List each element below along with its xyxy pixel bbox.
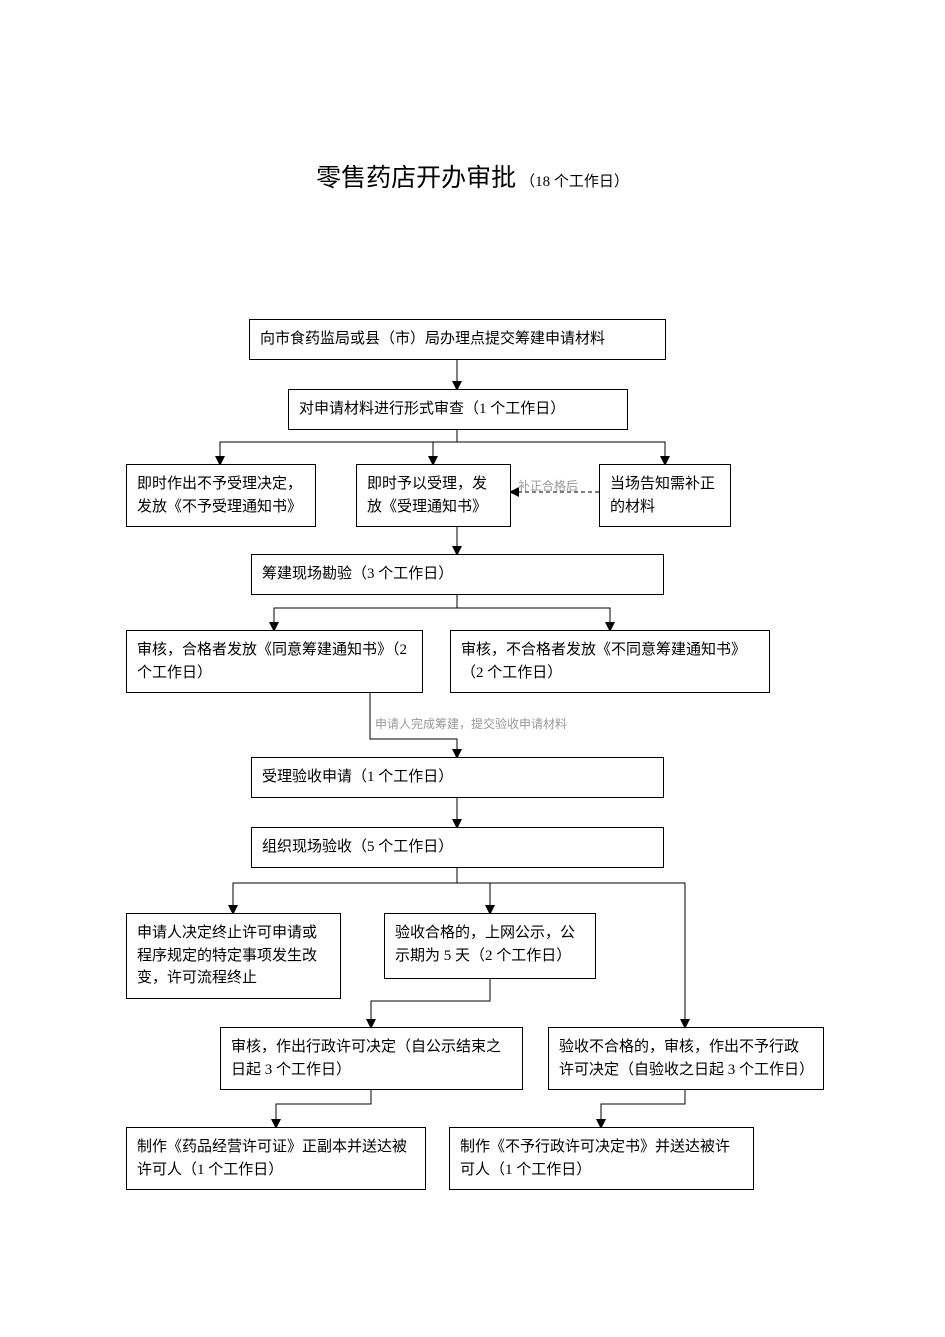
flowchart-node: 审核，不合格者发放《不同意筹建通知书》（2 个工作日） [450,630,770,693]
flowchart-edge [233,883,457,913]
flowchart-node: 验收不合格的，审核，作出不予行政许可决定（自验收之日起 3 个工作日） [548,1027,824,1090]
flowchart-node: 制作《药品经营许可证》正副本并送达被许可人（1 个工作日） [126,1127,426,1190]
flowchart-node: 审核，作出行政许可决定（自公示结束之日起 3 个工作日） [220,1027,523,1090]
flowchart-node: 申请人决定终止许可申请或程序规定的特定事项发生改变，许可流程终止 [126,913,341,999]
flowchart-node: 验收合格的，上网公示，公示期为 5 天（2 个工作日） [384,913,596,979]
flowchart-node: 组织现场验收（5 个工作日） [251,827,664,868]
flowchart-edge-label: 补正合格后 [518,477,578,494]
flowchart-edge [220,442,457,464]
flowchart-edge [371,979,490,1027]
page-title: 零售药店开办审批 （18 个工作日） [0,158,945,194]
flowchart-edge [457,883,490,913]
flowchart-edge [274,608,457,630]
title-sub: （18 个工作日） [520,174,629,190]
flowchart-node: 向市食药监局或县（市）局办理点提交筹建申请材料 [249,319,666,360]
flowchart-edge [433,442,457,464]
title-main: 零售药店开办审批 [316,165,516,192]
flowchart-node: 当场告知需补正的材料 [599,464,731,527]
flowchart-node: 审核，合格者发放《同意筹建通知书》（2个工作日） [126,630,423,693]
flowchart-node: 制作《不予行政许可决定书》并送达被许可人（1 个工作日） [449,1127,754,1190]
flowchart-edge [457,608,610,630]
flowchart-edge-label: 申请人完成筹建，提交验收申请材料 [375,715,567,732]
flowchart-node: 即时予以受理，发放《受理通知书》 [356,464,511,527]
flowchart-node: 筹建现场勘验（3 个工作日） [251,554,664,595]
flowchart-edge [457,442,665,464]
flowchart-node: 受理验收申请（1 个工作日） [251,757,664,798]
flowchart-node: 对申请材料进行形式审查（1 个工作日） [288,389,628,430]
flowchart-node: 即时作出不予受理决定，发放《不予受理通知书》 [126,464,316,527]
